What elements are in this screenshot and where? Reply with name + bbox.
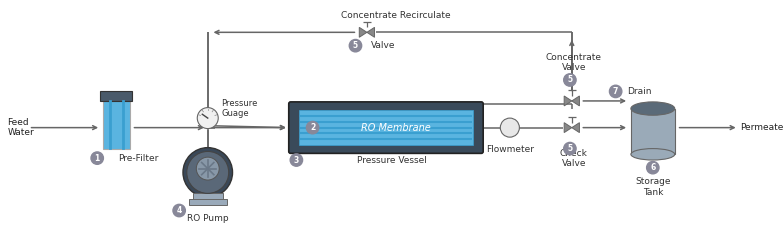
Circle shape — [91, 152, 103, 164]
FancyBboxPatch shape — [299, 110, 473, 145]
Text: 4: 4 — [176, 206, 182, 215]
Text: Drain: Drain — [627, 87, 651, 96]
Circle shape — [197, 157, 219, 180]
Circle shape — [183, 148, 233, 197]
Circle shape — [197, 108, 218, 129]
Polygon shape — [565, 123, 572, 132]
Circle shape — [290, 154, 302, 166]
Circle shape — [349, 39, 362, 52]
Circle shape — [187, 151, 229, 193]
FancyBboxPatch shape — [289, 102, 483, 153]
Text: 5: 5 — [568, 75, 572, 84]
Text: Check
Valve: Check Valve — [560, 149, 588, 168]
Text: 1: 1 — [95, 154, 99, 163]
Text: Flowmeter: Flowmeter — [486, 145, 534, 154]
Text: Valve: Valve — [370, 41, 395, 50]
Text: 3: 3 — [294, 156, 299, 165]
Circle shape — [564, 142, 576, 155]
Text: 2: 2 — [310, 123, 316, 132]
FancyBboxPatch shape — [100, 91, 132, 101]
Text: 5: 5 — [568, 144, 572, 153]
Text: Concentrate Recirculate: Concentrate Recirculate — [341, 11, 450, 20]
FancyBboxPatch shape — [193, 193, 223, 201]
Text: Feed
Water: Feed Water — [8, 118, 34, 137]
Ellipse shape — [631, 149, 675, 160]
Ellipse shape — [631, 102, 675, 115]
Text: Storage
Tank: Storage Tank — [635, 177, 670, 197]
Circle shape — [609, 85, 622, 98]
FancyBboxPatch shape — [103, 99, 130, 149]
Polygon shape — [572, 96, 579, 106]
Polygon shape — [565, 96, 572, 106]
Text: 5: 5 — [353, 41, 358, 50]
Polygon shape — [572, 123, 579, 132]
Circle shape — [173, 204, 186, 217]
Text: 7: 7 — [613, 87, 619, 96]
Text: Concentrate
Valve: Concentrate Valve — [546, 53, 601, 72]
Polygon shape — [359, 27, 367, 37]
Text: RO Membrane: RO Membrane — [361, 123, 431, 133]
Circle shape — [306, 121, 319, 134]
Text: 6: 6 — [650, 163, 655, 172]
FancyBboxPatch shape — [189, 199, 227, 205]
Text: Pressure Vessel: Pressure Vessel — [357, 156, 427, 165]
Circle shape — [564, 74, 576, 86]
Circle shape — [500, 118, 519, 137]
FancyBboxPatch shape — [631, 108, 675, 154]
Text: RO Pump: RO Pump — [187, 214, 229, 223]
Text: Permeate: Permeate — [741, 123, 783, 132]
Text: Pressure
Guage: Pressure Guage — [221, 99, 258, 118]
Polygon shape — [367, 27, 374, 37]
Circle shape — [647, 162, 659, 174]
Text: Pre-Filter: Pre-Filter — [118, 154, 158, 163]
